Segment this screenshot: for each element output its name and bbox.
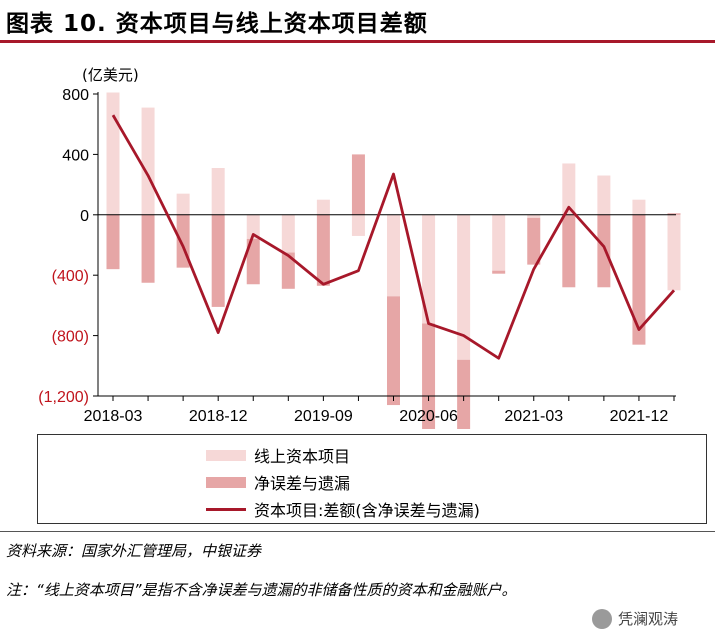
bar-online-capital (387, 214, 400, 297)
bar-online-capital (492, 214, 506, 271)
y-tick-label: (1,200) (38, 389, 89, 406)
chart-area: 800 400 0 (400) (800) (1,200) (亿美元) 2018-03 2018… (38, 66, 681, 429)
bar-online-capital (457, 214, 471, 360)
bar-online-capital (527, 214, 541, 218)
legend-label-online-capital: 线上资本项目 (254, 447, 351, 466)
legend-label-errors-omissions: 净误差与遗漏 (254, 474, 351, 493)
bar-online-capital (141, 107, 155, 215)
bar-online-capital (597, 175, 611, 215)
legend-swatch-errors-omissions (206, 476, 246, 488)
bar-errors-omissions (597, 214, 611, 288)
y-tick-label: (400) (52, 268, 89, 285)
bar-errors-omissions (141, 214, 155, 283)
bar-online-capital (422, 214, 436, 324)
bar-errors-omissions (106, 214, 120, 270)
legend-item-online-capital: 线上资本项目 (38, 443, 350, 467)
bar-online-capital (667, 214, 681, 291)
bar-errors-omissions (632, 214, 646, 345)
y-tick-label: 400 (62, 147, 89, 164)
source-text: 资料来源：国家外汇管理局，中银证券 (6, 542, 262, 560)
y-tick-label: (800) (52, 329, 89, 346)
legend: 线上资本项目 净误差与遗漏 资本项目:差额(含净误差与遗漏) (37, 434, 707, 524)
bar-online-capital (351, 214, 365, 236)
bar-errors-omissions (667, 213, 681, 215)
bar-errors-omissions (527, 217, 541, 265)
x-tick-label: 2018-03 (84, 408, 143, 425)
bar-online-capital (316, 199, 330, 215)
x-tick-label: 2020-06 (399, 408, 458, 425)
footer-rule (0, 531, 715, 532)
x-tick-label: 2018-12 (189, 408, 248, 425)
watermark: 凭澜观涛 (592, 608, 678, 629)
bar-errors-omissions (562, 214, 576, 288)
bar-errors-omissions (457, 359, 471, 429)
legend-swatch-capital-diff (206, 507, 246, 511)
bar-online-capital (281, 214, 295, 253)
bar-online-capital (562, 163, 576, 215)
bar-errors-omissions (316, 214, 330, 286)
bar-errors-omissions (281, 252, 295, 289)
legend-label-capital-diff: 资本项目:差额(含净误差与遗漏) (254, 501, 480, 520)
bar-errors-omissions (492, 270, 506, 274)
bar-online-capital (632, 199, 646, 215)
legend-item-errors-omissions: 净误差与遗漏 (38, 470, 350, 494)
y-unit-label: (亿美元) (82, 66, 139, 84)
bar-errors-omissions (422, 323, 436, 429)
figure-title: 图表 10. 资本项目与线上资本项目差额 (6, 11, 428, 37)
bar-errors-omissions (351, 154, 365, 215)
watermark-text: 凭澜观涛 (618, 610, 679, 628)
bar-online-capital (176, 193, 190, 215)
x-tick-label: 2021-03 (504, 408, 563, 425)
bar-online-capital (246, 214, 260, 239)
bar-errors-omissions (387, 296, 400, 406)
title-rule (0, 40, 715, 43)
bar-online-capital (211, 167, 225, 215)
legend-swatch-online-capital (206, 449, 246, 461)
x-tick-label: 2019-09 (294, 408, 353, 425)
y-tick-label: 0 (80, 208, 89, 225)
x-tick-label: 2021-12 (610, 408, 669, 425)
legend-item-capital-diff: 资本项目:差额(含净误差与遗漏) (38, 497, 480, 521)
bar-errors-omissions (246, 238, 260, 285)
note-text: 注：“线上资本项目”是指不含净误差与遗漏的非储备性质的资本和金融账户。 (6, 581, 517, 599)
bar-online-capital (106, 92, 120, 215)
y-tick-label: 800 (62, 87, 89, 104)
bar-errors-omissions (211, 214, 225, 307)
wechat-icon (592, 608, 612, 629)
